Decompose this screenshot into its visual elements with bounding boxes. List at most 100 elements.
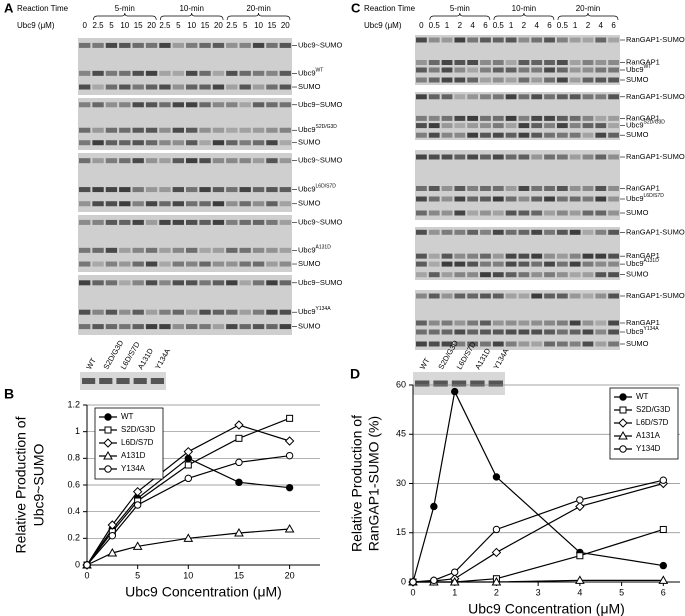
gel-band (416, 37, 427, 43)
band-label-text: RanGAP1 (626, 113, 660, 122)
band-label: Ubc9L6D/S7D (298, 184, 336, 194)
gel-band (119, 219, 131, 225)
x-axis-label: Ubc9 Concentration (μM) (468, 601, 625, 616)
gel-band (556, 341, 568, 347)
band-label-text: Ubc9~SUMO (298, 278, 343, 287)
gel-band (480, 37, 491, 43)
gel-band (172, 261, 184, 267)
gel-band (199, 324, 211, 330)
y-tick-label: 1.2 (67, 399, 80, 409)
band-label: Ubc9Y134A (626, 326, 659, 336)
gel-band (454, 272, 466, 278)
gel-band (119, 127, 131, 133)
band-label: RanGAP1-SUMO (626, 227, 685, 236)
gel-band (518, 293, 530, 299)
gel-band (416, 261, 427, 267)
gel-band (266, 102, 278, 108)
x-tick-label: 1 (452, 587, 457, 597)
gel-band (531, 293, 543, 299)
gel-band (569, 60, 581, 65)
marker (284, 523, 295, 533)
gel-band (416, 196, 427, 202)
gel-band (279, 280, 291, 286)
gel-band (212, 201, 225, 207)
gel-band (531, 67, 543, 73)
band-label-text: Ubc9~SUMO (298, 217, 343, 226)
gel-band (441, 186, 453, 191)
gel-band (199, 42, 211, 48)
gel-band (544, 253, 555, 259)
gel-band (492, 186, 504, 191)
gel-band (467, 229, 479, 235)
gel-band (569, 253, 581, 259)
concentration: 10 (254, 21, 263, 30)
gel-band (556, 37, 568, 43)
gel-band (608, 229, 619, 235)
band-label-text: SUMO (298, 259, 321, 268)
gel-band (518, 320, 530, 326)
gel-band (105, 324, 118, 330)
gel-band (428, 94, 440, 100)
gel-band (454, 37, 466, 43)
gel-band (556, 115, 568, 121)
band-label: SUMO (626, 270, 649, 279)
gel-band (79, 247, 91, 253)
gel-band (239, 70, 251, 76)
gel-band (159, 261, 171, 267)
gel-band (595, 272, 607, 278)
x-tick-label: 10 (183, 570, 193, 580)
band-label-text: SUMO (626, 130, 649, 139)
series-line (86, 417, 290, 566)
marker (492, 473, 501, 481)
band-label: Ubc9~SUMO (298, 100, 343, 109)
band-label: Ubc9WT (626, 64, 651, 74)
x-tick-label: 0 (84, 570, 89, 580)
band-label-text: Ubc9 (298, 307, 316, 316)
gel-band (416, 293, 427, 299)
gel-band (226, 261, 238, 267)
series-line (413, 579, 664, 583)
x-tick-label: 20 (285, 570, 295, 580)
band-label: SUMO (298, 138, 321, 147)
gel-band (480, 229, 491, 235)
gel-band (544, 186, 555, 191)
gel-band (454, 261, 466, 267)
gel-band (132, 187, 144, 193)
gel-band (441, 77, 453, 83)
band-label-text: Ubc9~SUMO (298, 156, 343, 165)
gel-band (159, 201, 171, 207)
gel-band (226, 201, 238, 207)
gel-band (608, 132, 619, 138)
gel-band (428, 132, 440, 138)
gel-band (132, 140, 144, 146)
gel-band (92, 201, 104, 207)
gel-band (608, 60, 619, 65)
gel-band (467, 272, 479, 278)
gel-band (441, 60, 453, 65)
gel-band (172, 158, 184, 164)
time-label: 5-min (115, 4, 135, 13)
legend-label: A131A (636, 431, 661, 440)
gel-band (212, 280, 225, 286)
gel-band (569, 229, 581, 235)
gel-band (119, 158, 131, 164)
time-label: 10-min (512, 4, 536, 13)
gel-band (119, 201, 131, 207)
gel-band (569, 77, 581, 83)
gel-band (199, 219, 211, 225)
gel-band (441, 123, 453, 129)
gel-band (595, 77, 607, 83)
marker (285, 451, 294, 460)
gel-band (608, 77, 619, 83)
concentration: 0.5 (429, 21, 441, 30)
gel-band (582, 210, 594, 216)
gel-band (505, 329, 517, 335)
gel-band (79, 127, 91, 133)
gel-band (544, 94, 555, 100)
gel-band (480, 132, 491, 138)
gel-band (92, 158, 104, 164)
y-tick-label: 0.6 (67, 479, 80, 489)
gel-band (467, 67, 479, 73)
gel-band (186, 280, 198, 286)
gel-band (145, 219, 158, 225)
